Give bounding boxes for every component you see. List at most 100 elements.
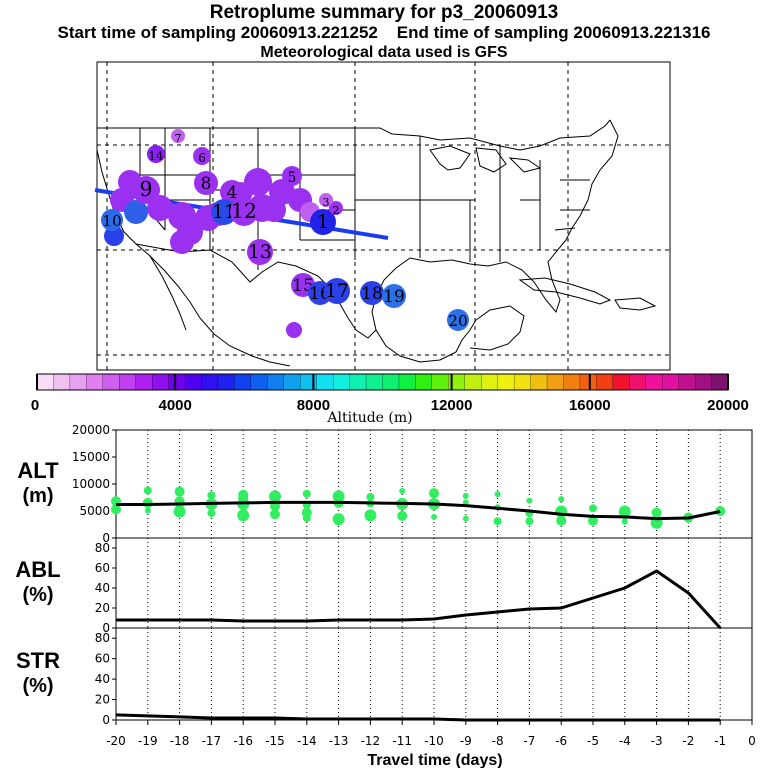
colorbar-tick-label: 20000 (707, 397, 749, 414)
plume-blob (104, 226, 124, 246)
plume-blob (124, 200, 148, 224)
colorbar-cell (596, 373, 614, 391)
alt-point (462, 499, 469, 506)
colorbar-cell (135, 373, 153, 391)
plume-marker-11 (211, 199, 237, 225)
x-tick-label: -5 (587, 734, 599, 748)
alt-point (397, 510, 408, 521)
colorbar-cell (152, 373, 170, 391)
alt-point (366, 492, 375, 501)
colorbar-cell (629, 373, 647, 391)
alt-point (207, 491, 216, 500)
coastlines-and-borders (96, 119, 657, 367)
plume-marker-5 (282, 166, 302, 186)
colorbar-label: Altitude (m) (326, 410, 412, 426)
alt-point (526, 497, 533, 504)
x-tick-label: -2 (682, 734, 694, 748)
colorbar-cell (662, 373, 680, 391)
plume-marker-label: 6 (198, 151, 206, 165)
plume-marker-label: 8 (201, 174, 212, 194)
alt-point (431, 513, 437, 520)
colorbar-cell (546, 373, 565, 391)
colorbar-cell (530, 373, 548, 391)
plume-marker-label: 5 (288, 170, 297, 186)
plume-marker-2 (329, 201, 343, 215)
colorbar-tick-label: 8000 (297, 397, 330, 414)
plume-marker-4 (220, 180, 244, 204)
alt-point (589, 504, 597, 513)
x-tick-label: -10 (424, 734, 444, 748)
plume-marker-label: 20 (448, 312, 467, 330)
x-tick-label: -3 (651, 734, 663, 748)
alt-point (462, 492, 469, 499)
alt-point (143, 486, 152, 495)
colorbar-cell (201, 373, 219, 391)
plume-marker-3 (319, 193, 333, 207)
colorbar-cell (497, 373, 515, 391)
colorbar-cell (217, 373, 236, 391)
plume-marker-19 (382, 284, 406, 308)
y-tick-label: 0 (102, 621, 110, 635)
alt-point (558, 496, 565, 503)
x-tick-label: -8 (492, 734, 504, 748)
alt-point (237, 509, 250, 522)
plume-marker-10 (101, 209, 123, 231)
y-tick-label: 20000 (72, 423, 110, 437)
x-axis-title: Travel time (days) (367, 752, 502, 768)
plume-marker-label: 18 (361, 284, 383, 304)
x-tick-label: -7 (523, 734, 535, 748)
colorbar-cell (563, 373, 581, 391)
x-tick-label: -19 (138, 734, 158, 748)
chart-subtitle-times: Start time of sampling 20060913.221252 E… (0, 23, 768, 43)
panel-str: 0 20 40 60 80 STR(%) (16, 627, 753, 727)
panel-frame (115, 627, 753, 721)
colorbar-cell (612, 373, 630, 391)
plume-marker-13 (247, 239, 273, 265)
y-tick-label: 20 (95, 693, 110, 707)
plume-marker-20 (447, 309, 469, 331)
alt-point (144, 507, 151, 514)
panel-alt: 0 5000 10000 15000 20000 ALT(m) (17, 423, 753, 545)
colorbar-cell (332, 373, 351, 391)
alt-point (174, 486, 185, 497)
colorbar-cell (678, 373, 696, 391)
colorbar-cell (431, 373, 449, 391)
alt-point (621, 518, 628, 525)
plume-blob (286, 322, 302, 338)
alt-point (364, 509, 377, 522)
alt-point (302, 514, 311, 523)
y-tick-label: 40 (95, 581, 110, 595)
y-tick-label: 5000 (79, 504, 110, 518)
colorbar-cell (168, 373, 186, 391)
x-tick-label: -13 (329, 734, 349, 748)
colorbar-cell (513, 373, 532, 391)
x-tick-label: -18 (170, 734, 190, 748)
colorbar-cells (36, 373, 729, 391)
x-tick-label: -4 (619, 734, 631, 748)
plume-marker-label: 9 (140, 177, 153, 201)
chart-title: Retroplume summary for p3_20060913 (209, 2, 559, 23)
altitude-colorbar: 0 4000 8000 12000 16000 20000 Altitude (m) (31, 373, 749, 426)
alt-point (399, 488, 406, 495)
plume-marker-1 (310, 209, 336, 235)
plume-marker-18 (360, 281, 384, 305)
colorbar-cell (267, 373, 285, 391)
alt-point (332, 513, 345, 526)
plume-marker-label: 19 (383, 287, 405, 307)
colorbar-cell (398, 373, 417, 391)
plume-marker-7 (171, 129, 185, 143)
y-tick-label: 15000 (72, 450, 110, 464)
colorbar-tick-label: 4000 (159, 397, 192, 414)
plume-marker-label: 13 (248, 242, 272, 263)
alt-point (525, 517, 534, 526)
plume-marker-label: 1 (317, 212, 329, 233)
series-line (115, 713, 721, 722)
met-data-label: Meteorological data used is GFS (260, 44, 508, 61)
colorbar-cell (382, 373, 400, 391)
colorbar-cell (316, 373, 334, 391)
colorbar-cell (645, 373, 663, 391)
colorbar-cell (234, 373, 252, 391)
x-tick-label: -17 (202, 734, 222, 748)
